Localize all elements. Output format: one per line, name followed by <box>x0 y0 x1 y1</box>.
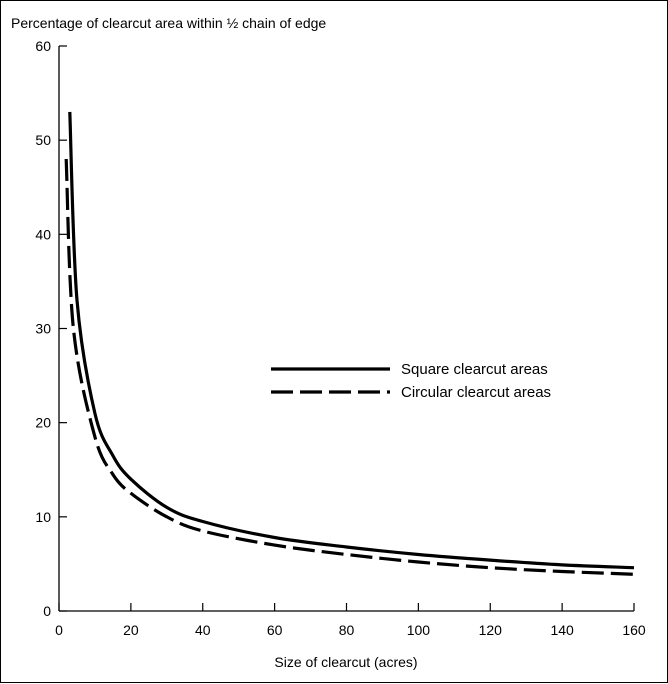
x-tick-label: 100 <box>407 622 431 638</box>
legend-label: Square clearcut areas <box>401 361 548 378</box>
x-tick-label: 40 <box>195 622 211 638</box>
x-tick-label: 80 <box>339 622 355 638</box>
x-tick-label: 0 <box>55 622 63 638</box>
y-tick-label: 50 <box>35 132 51 148</box>
series-lines <box>64 111 635 576</box>
x-tick-label: 120 <box>479 622 503 638</box>
x-tick-label: 60 <box>267 622 283 638</box>
y-tick-label: 20 <box>35 415 51 431</box>
y-tick-label: 0 <box>43 603 51 619</box>
y-tick-label: 40 <box>35 226 51 242</box>
legend: Square clearcut areas Circular clearcut a… <box>271 361 551 401</box>
series-line-square <box>68 111 635 570</box>
legend-label: Circular clearcut areas <box>401 384 551 401</box>
series-line-circular <box>64 158 635 576</box>
x-tick-label: 140 <box>550 622 574 638</box>
axis-ticks: 0 10 20 30 40 50 60 0 20 40 60 80 100 120 140 160 <box>35 38 645 638</box>
x-tick-label: 160 <box>622 622 646 638</box>
y-tick-label: 60 <box>35 38 51 54</box>
y-tick-label: 30 <box>35 321 51 337</box>
chart-title: Percentage of clearcut area within ½ cha… <box>11 15 326 31</box>
axes <box>58 46 634 612</box>
y-tick-label: 10 <box>35 509 51 525</box>
x-axis-label: Size of clearcut (acres) <box>274 654 417 670</box>
x-tick-label: 20 <box>123 622 139 638</box>
